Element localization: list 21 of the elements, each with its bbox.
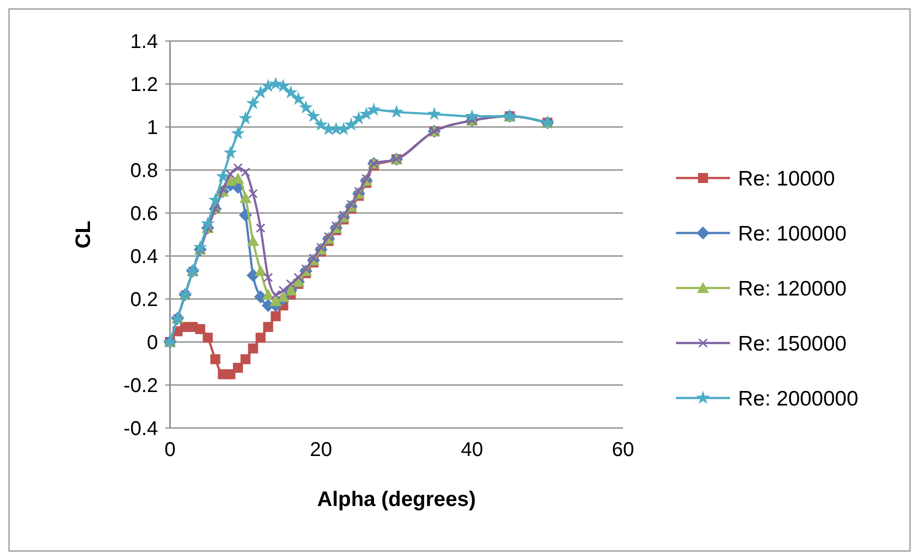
y-tick-label: 0 — [146, 332, 158, 354]
y-tick-label: -0.4 — [124, 418, 158, 440]
y-tick-label: 0.2 — [130, 289, 158, 311]
legend-label: Re: 10000 — [738, 167, 835, 190]
x-axis-title: Alpha (degrees) — [317, 488, 476, 511]
legend-label: Re: 150000 — [738, 332, 847, 356]
y-tick-label: 0.6 — [130, 203, 158, 225]
legend-label: Re: 120000 — [738, 277, 847, 300]
y-axis-title: CL — [72, 220, 95, 248]
x-tick-label: 40 — [460, 439, 484, 461]
y-tick-label: 1.4 — [130, 31, 158, 53]
legend-label: Re: 2000000 — [738, 387, 858, 410]
x-tick-label: 60 — [612, 439, 634, 461]
legend-label: Re: 100000 — [738, 222, 847, 246]
y-tick-label: 0.4 — [130, 246, 158, 268]
y-tick-label: 1 — [146, 117, 158, 139]
x-tick-label: 0 — [164, 439, 176, 461]
y-tick-label: 0.8 — [130, 160, 158, 182]
x-tick-label: 20 — [310, 439, 332, 461]
y-tick-label: 1.2 — [130, 74, 158, 96]
y-tick-label: -0.2 — [124, 375, 158, 397]
